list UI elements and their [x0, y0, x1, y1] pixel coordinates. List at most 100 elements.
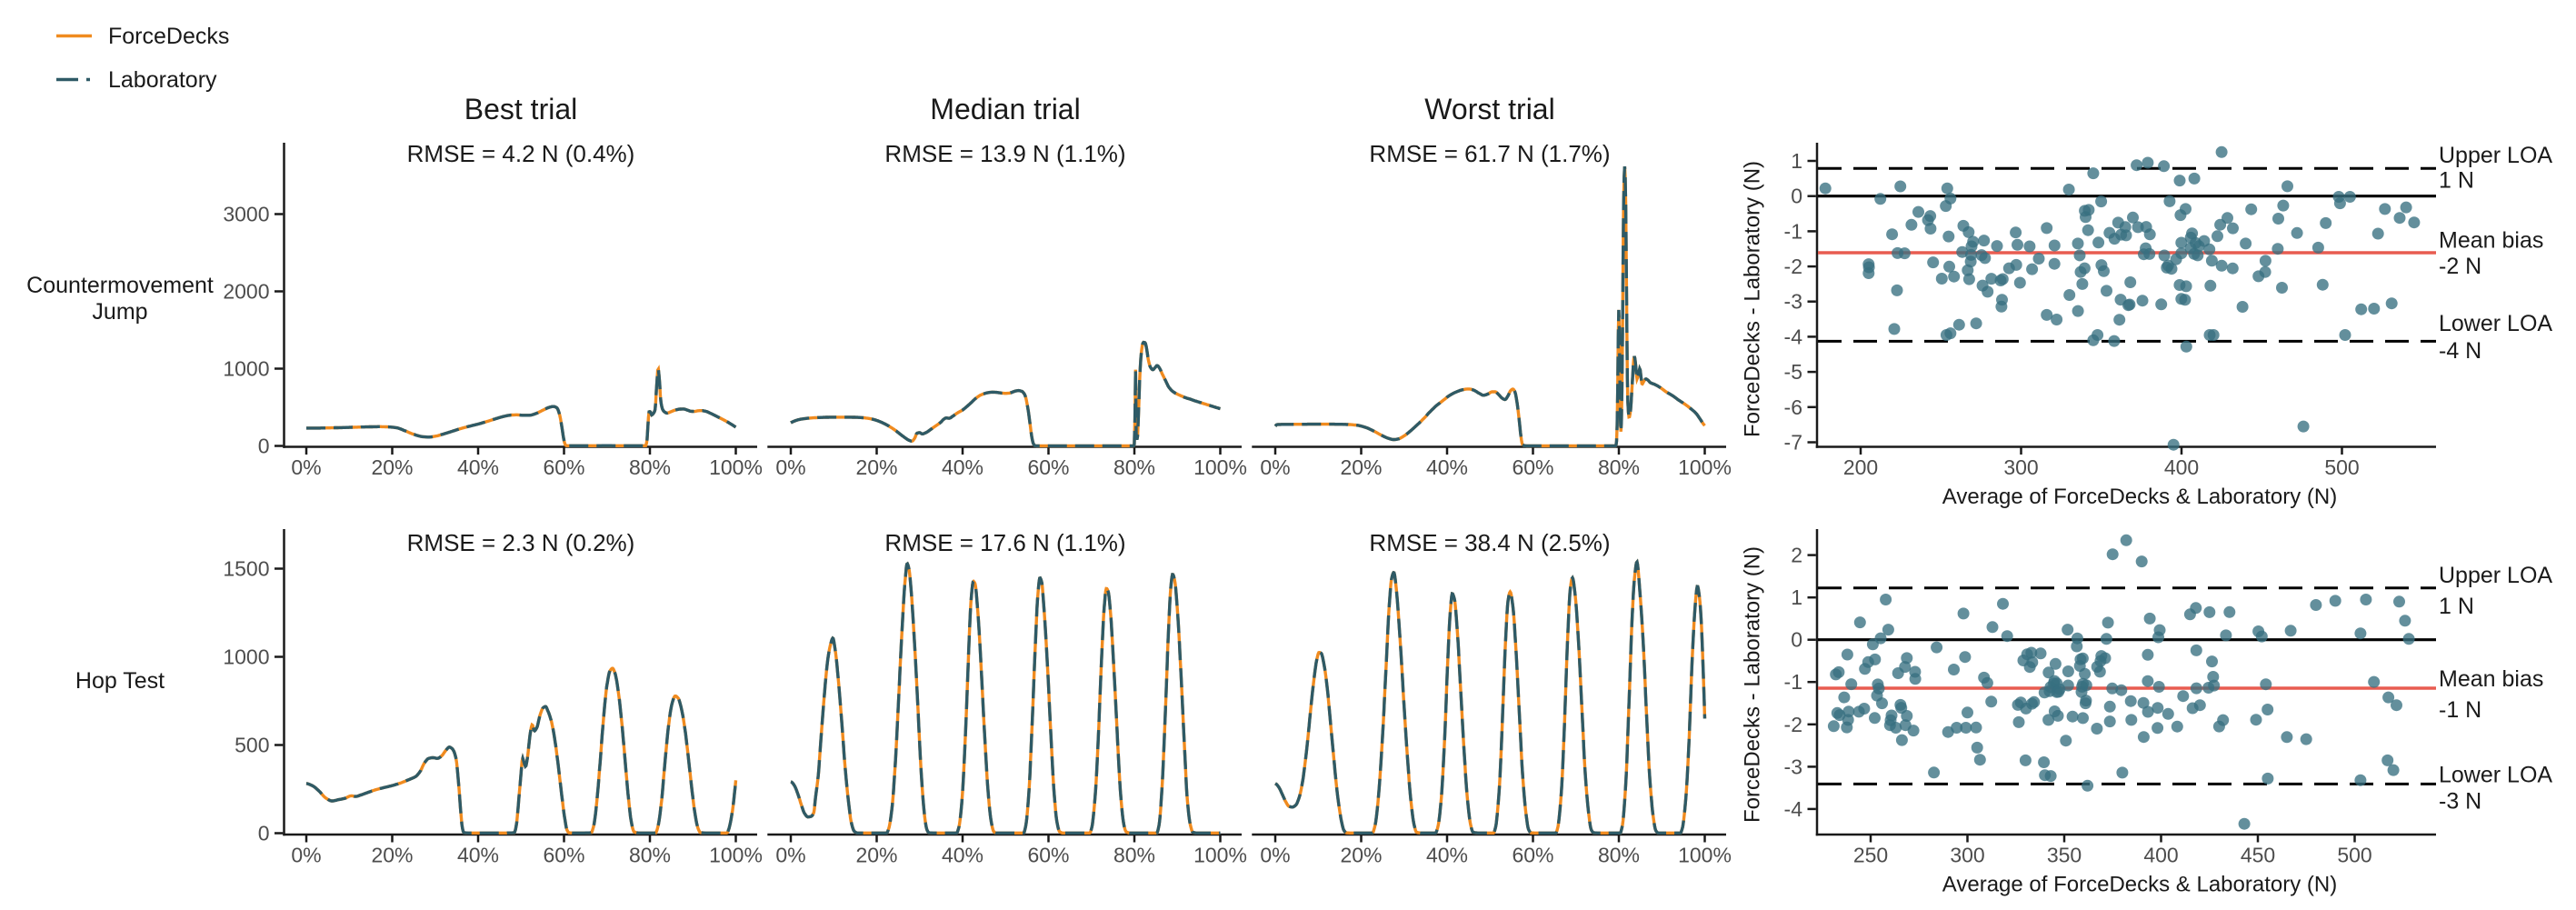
svg-text:40%: 40%	[457, 844, 499, 867]
svg-text:Median trial: Median trial	[930, 93, 1080, 125]
svg-text:100%: 100%	[1193, 455, 1247, 479]
svg-text:-2: -2	[1784, 713, 1802, 736]
svg-text:40%: 40%	[1426, 844, 1468, 867]
svg-text:-4: -4	[1784, 797, 1803, 821]
svg-text:500: 500	[235, 734, 269, 757]
svg-text:Lower LOA: Lower LOA	[2439, 311, 2552, 336]
svg-text:100%: 100%	[1193, 844, 1247, 867]
svg-text:0%: 0%	[1260, 844, 1290, 867]
svg-text:100%: 100%	[709, 455, 763, 479]
svg-text:200: 200	[1843, 455, 1878, 479]
svg-text:Hop Test: Hop Test	[75, 668, 165, 694]
svg-text:80%: 80%	[1113, 844, 1155, 867]
svg-text:Mean bias: Mean bias	[2439, 666, 2543, 692]
svg-text:1 N: 1 N	[2439, 168, 2474, 194]
svg-text:20%: 20%	[1340, 455, 1382, 479]
svg-text:0: 0	[258, 435, 270, 458]
svg-text:1000: 1000	[223, 645, 269, 669]
svg-text:100%: 100%	[1678, 455, 1732, 479]
svg-text:ForceDecks - Laboratory (N): ForceDecks - Laboratory (N)	[1741, 161, 1765, 437]
svg-text:RMSE = 61.7 N (1.7%): RMSE = 61.7 N (1.7%)	[1369, 140, 1610, 167]
svg-text:400: 400	[2164, 455, 2199, 479]
svg-text:500: 500	[2324, 455, 2359, 479]
svg-text:0: 0	[1791, 628, 1802, 652]
svg-text:1 N: 1 N	[2439, 594, 2474, 619]
svg-text:0: 0	[1791, 185, 1802, 208]
svg-text:ForceDecks: ForceDecks	[108, 24, 229, 49]
svg-text:40%: 40%	[1426, 455, 1468, 479]
svg-text:-1: -1	[1784, 219, 1802, 243]
svg-text:20%: 20%	[371, 455, 413, 479]
svg-text:60%: 60%	[543, 844, 584, 867]
svg-text:Average of ForceDecks & Labora: Average of ForceDecks & Laboratory (N)	[1942, 873, 2337, 897]
svg-text:80%: 80%	[629, 455, 671, 479]
svg-text:Best trial: Best trial	[464, 93, 577, 125]
svg-text:0: 0	[258, 822, 270, 845]
svg-text:0%: 0%	[291, 455, 321, 479]
svg-text:250: 250	[1853, 844, 1888, 867]
svg-text:-1 N: -1 N	[2439, 697, 2481, 723]
svg-text:1: 1	[1791, 149, 1802, 173]
svg-text:100%: 100%	[709, 844, 763, 867]
svg-text:Lower LOA: Lower LOA	[2439, 763, 2552, 788]
svg-text:80%: 80%	[1598, 455, 1640, 479]
svg-text:2: 2	[1791, 544, 1802, 567]
svg-text:20%: 20%	[371, 844, 413, 867]
svg-text:RMSE = 17.6 N (1.1%): RMSE = 17.6 N (1.1%)	[884, 529, 1125, 556]
svg-text:-3: -3	[1784, 290, 1802, 314]
svg-text:-7: -7	[1784, 431, 1802, 455]
svg-text:80%: 80%	[1113, 455, 1155, 479]
svg-text:300: 300	[1950, 844, 1984, 867]
svg-text:-1: -1	[1784, 670, 1802, 694]
svg-text:ForceDecks - Laboratory (N): ForceDecks - Laboratory (N)	[1741, 546, 1765, 823]
svg-text:RMSE = 2.3 N (0.2%): RMSE = 2.3 N (0.2%)	[407, 529, 635, 556]
svg-text:1500: 1500	[223, 557, 269, 581]
svg-text:2000: 2000	[223, 280, 269, 304]
svg-text:60%: 60%	[1027, 844, 1069, 867]
svg-text:-2: -2	[1784, 255, 1802, 278]
svg-text:RMSE = 13.9 N (1.1%): RMSE = 13.9 N (1.1%)	[884, 140, 1125, 167]
svg-text:-5: -5	[1784, 360, 1802, 384]
svg-text:-3 N: -3 N	[2439, 789, 2481, 815]
svg-text:Mean bias: Mean bias	[2439, 228, 2543, 254]
svg-text:500: 500	[2337, 844, 2371, 867]
svg-text:0%: 0%	[291, 844, 321, 867]
svg-text:80%: 80%	[1598, 844, 1640, 867]
svg-text:Laboratory: Laboratory	[108, 67, 217, 93]
svg-text:Countermovement: Countermovement	[26, 273, 214, 298]
svg-text:80%: 80%	[629, 844, 671, 867]
svg-text:-4 N: -4 N	[2439, 338, 2481, 364]
svg-text:100%: 100%	[1678, 844, 1732, 867]
svg-text:450: 450	[2241, 844, 2275, 867]
svg-text:20%: 20%	[1340, 844, 1382, 867]
svg-text:20%: 20%	[855, 455, 897, 479]
svg-text:Worst trial: Worst trial	[1424, 93, 1554, 125]
svg-text:RMSE = 38.4 N (2.5%): RMSE = 38.4 N (2.5%)	[1369, 529, 1610, 556]
svg-text:400: 400	[2143, 844, 2178, 867]
svg-text:60%: 60%	[1512, 455, 1553, 479]
svg-text:0%: 0%	[775, 844, 805, 867]
svg-text:1: 1	[1791, 585, 1802, 609]
svg-text:RMSE = 4.2 N (0.4%): RMSE = 4.2 N (0.4%)	[407, 140, 635, 167]
svg-text:-4: -4	[1784, 325, 1803, 348]
svg-text:40%: 40%	[942, 455, 983, 479]
svg-text:300: 300	[2003, 455, 2038, 479]
svg-text:20%: 20%	[855, 844, 897, 867]
svg-text:3000: 3000	[223, 203, 269, 226]
svg-text:-6: -6	[1784, 395, 1802, 419]
svg-text:Upper LOA: Upper LOA	[2439, 563, 2552, 588]
svg-text:Upper LOA: Upper LOA	[2439, 143, 2552, 168]
svg-text:-2 N: -2 N	[2439, 254, 2481, 279]
svg-text:0%: 0%	[775, 455, 805, 479]
svg-text:60%: 60%	[1512, 844, 1553, 867]
svg-text:60%: 60%	[543, 455, 584, 479]
svg-text:40%: 40%	[457, 455, 499, 479]
svg-text:40%: 40%	[942, 844, 983, 867]
svg-text:-3: -3	[1784, 755, 1802, 778]
svg-text:60%: 60%	[1027, 455, 1069, 479]
svg-text:350: 350	[2047, 844, 2082, 867]
svg-text:1000: 1000	[223, 357, 269, 381]
svg-text:Average of ForceDecks & Labora: Average of ForceDecks & Laboratory (N)	[1942, 485, 2337, 509]
svg-text:0%: 0%	[1260, 455, 1290, 479]
svg-text:Jump: Jump	[92, 299, 147, 325]
